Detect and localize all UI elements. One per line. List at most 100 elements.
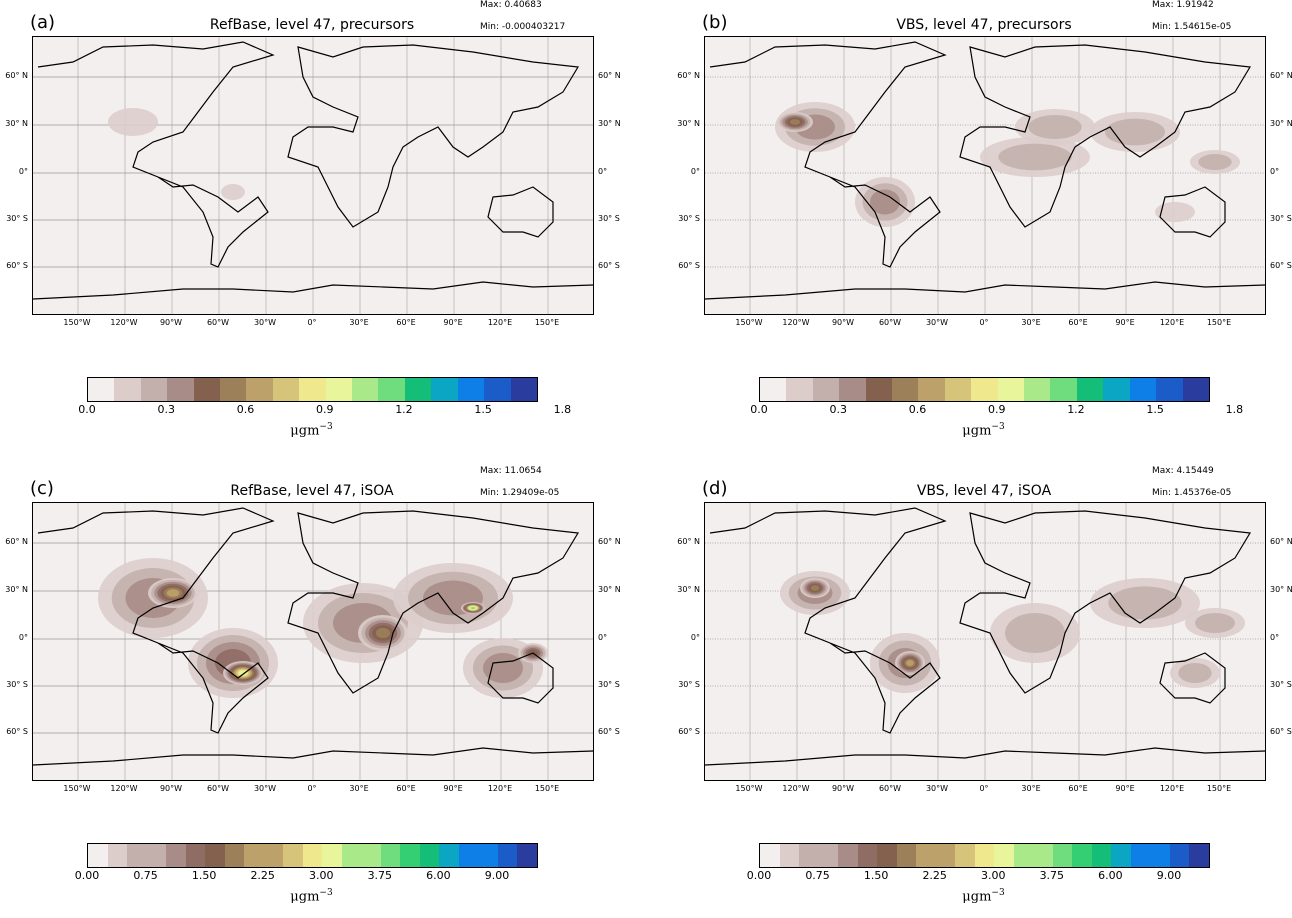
max-stat: Max: 11.0654 xyxy=(480,466,542,476)
lon-label: 60°W xyxy=(878,784,902,793)
colorbar-swatch xyxy=(779,844,800,867)
coastline xyxy=(1159,652,1226,704)
colorbar-swatch xyxy=(1013,844,1034,867)
colorbar-swatch xyxy=(857,844,878,867)
max-stat: Max: 4.15449 xyxy=(1152,466,1214,476)
colorbar-swatch xyxy=(799,844,819,867)
colorbar-swatch xyxy=(302,844,323,867)
colorbar-swatch xyxy=(1169,844,1190,867)
panel-label: (b) xyxy=(702,12,728,33)
colorbar-swatch xyxy=(146,844,167,867)
coastline xyxy=(705,747,1265,766)
lon-label: 30°E xyxy=(349,318,369,327)
colorbar-swatch xyxy=(935,844,956,867)
colorbar-swatch xyxy=(167,378,194,401)
colorbar-swatch xyxy=(378,378,405,401)
colorbar-swatch xyxy=(517,844,537,867)
colorbar-swatch xyxy=(1182,378,1209,401)
colorbar-swatch xyxy=(127,844,147,867)
colorbar-swatch xyxy=(400,844,420,867)
concentration-contour xyxy=(789,119,801,125)
colorbar-swatch xyxy=(971,378,998,401)
colorbar-tick: 0.3 xyxy=(829,403,847,416)
colorbar-tick: 0.6 xyxy=(908,403,927,416)
lon-label: 150°W xyxy=(63,318,91,327)
colorbar-tick: 0.9 xyxy=(315,403,334,416)
lon-label: 0° xyxy=(307,784,317,793)
lon-label: 30°E xyxy=(1021,784,1041,793)
colorbar-swatch xyxy=(478,844,498,867)
panel-label: (d) xyxy=(702,478,728,499)
colorbar-tick: 6.00 xyxy=(426,869,451,882)
colorbar-swatch xyxy=(997,378,1025,401)
lat-label-right: 30° N xyxy=(1270,119,1292,128)
map-panel-d: (d) VBS, level 47, iSOA Max: 4.15449 Min… xyxy=(672,466,1292,918)
colorbar-swatch xyxy=(812,378,840,401)
colorbar-swatch xyxy=(224,844,245,867)
lat-label-left: 0° xyxy=(690,633,700,642)
colorbar-swatch xyxy=(322,844,342,867)
colorbar-swatch xyxy=(786,378,813,401)
colorbar-swatch xyxy=(1024,378,1051,401)
lon-label: 150°W xyxy=(735,784,763,793)
lon-label: 30°W xyxy=(253,784,277,793)
lon-label: 60°W xyxy=(878,318,902,327)
concentration-contour xyxy=(221,184,245,200)
lon-label: 150°W xyxy=(735,318,763,327)
coastline xyxy=(487,652,554,704)
min-value: 1.54615e-05 xyxy=(1173,22,1232,32)
colorbar-swatch xyxy=(510,378,537,401)
colorbar-swatch xyxy=(458,844,479,867)
colorbar-swatch xyxy=(994,844,1014,867)
lon-label: 90°W xyxy=(831,784,855,793)
colorbar-swatch xyxy=(877,844,897,867)
coastline xyxy=(37,507,275,734)
colorbar-tick: 3.75 xyxy=(1039,869,1065,882)
lat-label-left: 60° S xyxy=(6,727,28,736)
colorbar-swatch xyxy=(1129,378,1157,401)
lat-label-right: 60° N xyxy=(1270,537,1292,546)
colorbar-tick: 9.00 xyxy=(484,869,510,882)
concentration-contour xyxy=(1108,586,1182,620)
lat-label-right: 30° S xyxy=(598,214,620,223)
lat-label-left: 60° S xyxy=(678,727,700,736)
map-panel-b: (b) VBS, level 47, precursors Max: 1.919… xyxy=(672,0,1292,452)
coastline xyxy=(287,44,579,228)
lon-label: 90°E xyxy=(1115,784,1135,793)
coastline xyxy=(37,41,275,268)
panel-label: (c) xyxy=(30,478,54,499)
lon-label: 90°E xyxy=(443,318,463,327)
map-plot xyxy=(704,502,1266,781)
colorbar-swatch xyxy=(246,378,273,401)
concentration-contour xyxy=(239,670,247,676)
colorbar-swatch xyxy=(918,378,945,401)
colorbar-swatch xyxy=(431,378,458,401)
concentration-contour xyxy=(471,607,475,609)
colorbar-swatch xyxy=(244,844,264,867)
colorbar-swatch xyxy=(107,844,128,867)
lon-label: 120°W xyxy=(782,318,810,327)
colorbar-swatch xyxy=(88,844,108,867)
colorbar-swatch xyxy=(404,378,432,401)
colorbar-swatch xyxy=(361,844,381,867)
concentration-contour xyxy=(1028,115,1082,139)
colorbar-swatch xyxy=(955,844,975,867)
colorbar xyxy=(759,843,1210,868)
coastline xyxy=(959,44,1251,228)
panel-title: VBS, level 47, precursors xyxy=(896,17,1072,33)
colorbar-swatch xyxy=(865,378,893,401)
lat-label-right: 0° xyxy=(1270,633,1280,642)
map-panel-c: (c) RefBase, level 47, iSOA Max: 11.0654… xyxy=(0,466,646,918)
lat-label-left: 0° xyxy=(18,167,28,176)
colorbar-swatch xyxy=(114,378,141,401)
coastline xyxy=(1159,186,1226,238)
coastline xyxy=(33,281,593,300)
colorbar-tick: 1.8 xyxy=(1225,403,1244,416)
lat-label-left: 60° N xyxy=(677,537,700,546)
lat-label-right: 30° S xyxy=(598,680,620,689)
colorbar-swatch xyxy=(185,844,206,867)
colorbar xyxy=(759,377,1210,402)
colorbar-tick: 1.2 xyxy=(1067,403,1085,416)
colorbar-swatch xyxy=(1033,844,1053,867)
colorbar-swatch xyxy=(205,844,225,867)
